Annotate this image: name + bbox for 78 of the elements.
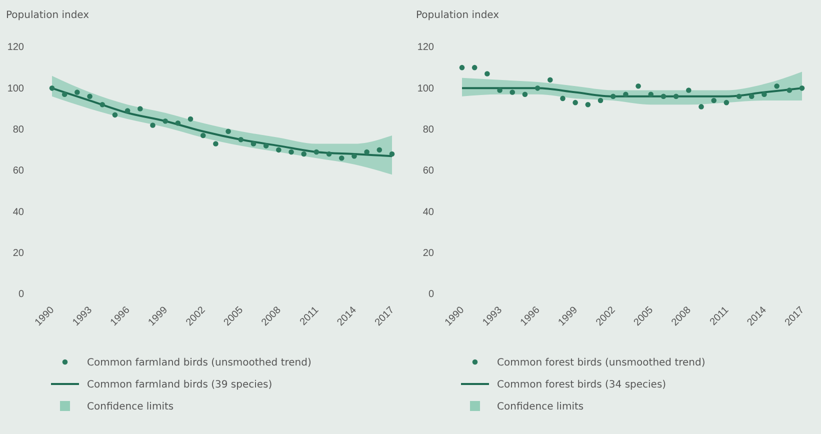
point: [598, 98, 604, 104]
point: [484, 71, 490, 76]
point: [150, 122, 156, 128]
point: [100, 102, 106, 108]
y-tick-label: 100: [417, 83, 434, 94]
point: [786, 88, 792, 93]
point: [459, 64, 465, 70]
y-tick-label: 20: [12, 248, 24, 260]
point: [338, 156, 344, 161]
point: [301, 151, 306, 157]
point: [188, 116, 194, 122]
y-tick-label: 20: [422, 248, 434, 260]
point: [497, 88, 502, 93]
point: [175, 120, 181, 126]
point: [112, 112, 118, 118]
y-tick-label: 100: [7, 83, 24, 94]
y-tick-label: 80: [12, 124, 24, 136]
y-axis-title: Population index: [6, 10, 90, 21]
point: [799, 86, 805, 91]
point: [87, 94, 92, 100]
point: [648, 92, 654, 97]
y-tick-label: 60: [422, 166, 434, 177]
point: [250, 141, 256, 146]
point: [49, 86, 55, 91]
point: [364, 149, 370, 155]
y-tick-label: 120: [7, 42, 24, 54]
point: [762, 92, 767, 97]
point: [548, 77, 553, 83]
point: [560, 96, 566, 102]
point: [276, 147, 282, 153]
point: [623, 92, 628, 97]
point: [748, 94, 754, 100]
point: [314, 149, 320, 155]
point: [572, 100, 578, 106]
legend-label: Common farmland birds (unsmoothed trend): [87, 358, 312, 368]
point: [263, 143, 269, 148]
point: [673, 94, 679, 100]
point: [534, 86, 540, 91]
point: [352, 153, 357, 159]
point: [585, 102, 591, 108]
point: [200, 132, 206, 138]
point: [711, 98, 716, 104]
point: [698, 104, 704, 110]
text: Confidence limits: [87, 402, 174, 412]
y-tick-label: 0: [18, 289, 24, 300]
y-tick-label: 120: [417, 42, 434, 54]
y-tick-label: 40: [12, 206, 24, 218]
point: [660, 94, 666, 100]
point: [610, 94, 616, 100]
y-tick-label: 40: [422, 206, 434, 218]
point: [326, 151, 332, 157]
point: [774, 83, 780, 89]
point: [288, 149, 294, 155]
point: [226, 128, 231, 134]
legend-label: Common forest birds (unsmoothed trend): [497, 358, 706, 368]
point: [62, 92, 68, 97]
y-tick-label: 60: [12, 166, 24, 177]
point: [736, 94, 742, 100]
y-axis-title: Population index: [416, 10, 500, 21]
point: [124, 108, 130, 114]
point: [686, 88, 692, 93]
point: [472, 64, 478, 70]
point: [636, 83, 641, 89]
point: [389, 151, 395, 157]
point: [724, 100, 730, 106]
point: [74, 90, 80, 95]
point: [510, 90, 516, 95]
point: [238, 136, 244, 142]
point: [138, 106, 143, 112]
point: [213, 141, 218, 146]
y-tick-label: 80: [422, 124, 434, 136]
point: [522, 92, 528, 97]
text: Confidence limits: [497, 402, 584, 412]
point: [162, 118, 168, 124]
legend-label: Common farmland birds (39 species): [87, 380, 272, 390]
point: [376, 147, 382, 153]
legend-label: Common forest birds (34 species): [497, 380, 666, 390]
y-tick-label: 0: [428, 289, 434, 300]
